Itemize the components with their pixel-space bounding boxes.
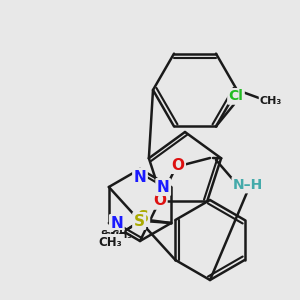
Text: Cl: Cl <box>229 89 243 103</box>
Text: N: N <box>134 169 146 184</box>
Text: O: O <box>153 193 166 208</box>
Text: CH₃: CH₃ <box>260 96 282 106</box>
Text: S–CH₃: S–CH₃ <box>100 230 132 240</box>
Text: O: O <box>172 158 184 172</box>
Text: N: N <box>157 179 169 194</box>
Text: CH₃: CH₃ <box>102 232 124 242</box>
Text: CH₃: CH₃ <box>98 236 122 248</box>
Text: N–H: N–H <box>233 178 263 192</box>
Text: S: S <box>138 211 149 226</box>
Text: S: S <box>134 214 145 229</box>
Text: N: N <box>110 215 123 230</box>
